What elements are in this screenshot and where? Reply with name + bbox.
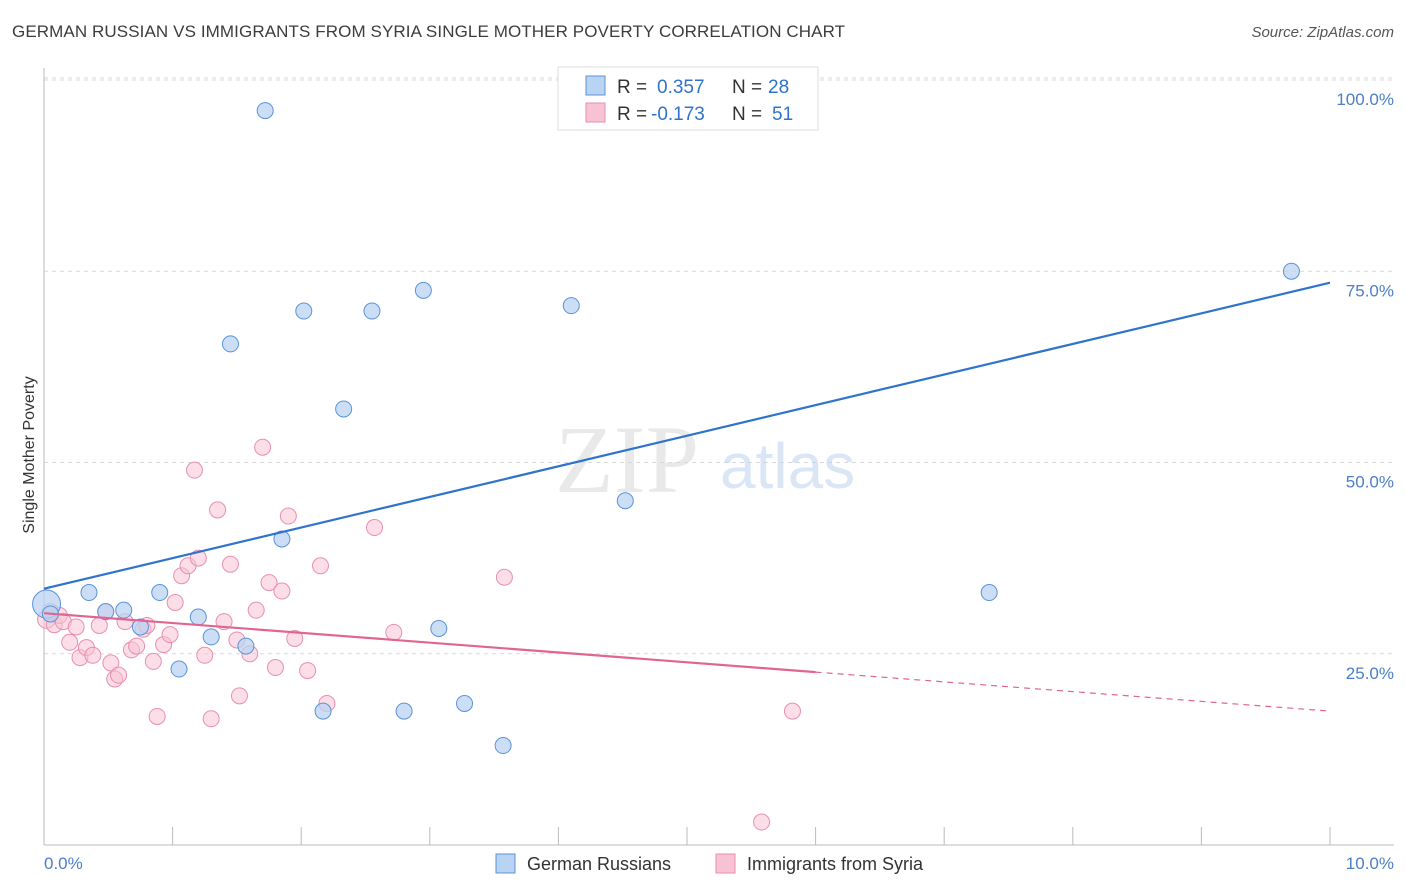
- german-russians-point: [189, 608, 207, 626]
- watermark-atlas: atlas: [720, 430, 855, 502]
- legend-r-value-1: 0.357: [657, 77, 705, 98]
- german-russians-point: [1282, 262, 1300, 280]
- immigrants-syria-point: [366, 519, 384, 537]
- immigrants-syria-point: [189, 549, 207, 567]
- immigrants-syria-point: [495, 568, 513, 586]
- immigrants-syria-point: [102, 654, 120, 672]
- immigrants-syria-point: [166, 593, 184, 611]
- immigrants-syria-point: [230, 687, 248, 705]
- german-russians-point: [363, 302, 381, 320]
- bottom-legend-swatch-pink: [715, 853, 736, 874]
- y-tick-label-25: 25.0%: [1346, 664, 1394, 683]
- immigrants-syria-point: [161, 626, 179, 644]
- german-russians-point: [221, 335, 239, 353]
- immigrants-syria-point: [753, 813, 771, 831]
- bottom-legend-label-pink: Immigrants from Syria: [747, 854, 924, 874]
- german-russians-point: [980, 584, 998, 602]
- series-german-russians: [32, 75, 1300, 755]
- immigrants-syria-point: [286, 629, 304, 647]
- german-russians-point: [256, 102, 274, 120]
- immigrants-syria-trend-extension: [815, 671, 1331, 712]
- immigrants-syria-trend-line: [43, 612, 816, 674]
- axes: [43, 68, 1394, 846]
- german-russians-point: [395, 702, 413, 720]
- german-russians-trend-line: [43, 281, 1331, 590]
- immigrants-syria-point: [260, 574, 278, 592]
- german-russians-point: [616, 492, 634, 510]
- immigrants-syria-point: [266, 659, 284, 677]
- immigrants-syria-point: [273, 582, 291, 600]
- gridlines: [44, 77, 1394, 655]
- legend-r-label-1: R =: [617, 77, 647, 98]
- legend-r-label-2: R =: [617, 104, 647, 125]
- immigrants-syria-point: [247, 601, 265, 619]
- german-russians-point: [295, 302, 313, 320]
- immigrants-syria-point: [196, 646, 214, 664]
- x-tick-max: 10.0%: [1346, 854, 1394, 873]
- german-russians-point: [97, 603, 115, 621]
- immigrants-syria-point: [144, 652, 162, 670]
- y-tick-labels: 25.0% 50.0% 75.0% 100.0%: [1336, 90, 1394, 683]
- german-russians-point: [170, 660, 188, 678]
- german-russians-point: [314, 702, 332, 720]
- watermark: ZIP atlas: [555, 406, 855, 513]
- chart-title: GERMAN RUSSIAN VS IMMIGRANTS FROM SYRIA …: [12, 22, 846, 41]
- immigrants-syria-point: [202, 710, 220, 728]
- german-russians-point: [202, 628, 220, 646]
- immigrants-syria-point: [110, 666, 128, 684]
- bottom-legend-label-blue: German Russians: [527, 854, 671, 874]
- series-legend: German Russians Immigrants from Syria: [495, 853, 924, 874]
- y-tick-label-100: 100.0%: [1336, 90, 1394, 109]
- immigrants-syria-point: [299, 662, 317, 680]
- immigrants-syria-point: [128, 637, 146, 655]
- german-russians-point: [414, 281, 432, 299]
- legend-n-label-1: N =: [732, 77, 762, 98]
- immigrants-syria-point: [254, 438, 272, 456]
- y-tick-label-50: 50.0%: [1346, 473, 1394, 492]
- legend-swatch-pink: [585, 102, 606, 123]
- legend-n-label-2: N =: [732, 104, 762, 125]
- x-tick-labels: 0.0% 10.0%: [44, 854, 1394, 873]
- immigrants-syria-point: [279, 507, 297, 525]
- source-credit: Source: ZipAtlas.com: [1251, 24, 1394, 41]
- german-russians-point: [80, 584, 98, 602]
- immigrants-syria-point: [783, 702, 801, 720]
- german-russians-point: [456, 694, 474, 712]
- series-immigrants-from-syria: [37, 438, 801, 831]
- immigrants-syria-point: [84, 646, 102, 664]
- german-russians-point: [562, 297, 580, 315]
- immigrants-syria-point: [209, 501, 227, 519]
- immigrants-syria-point: [385, 623, 403, 641]
- y-axis-label: Single Mother Poverty: [21, 376, 38, 533]
- immigrants-syria-point: [61, 633, 79, 651]
- german-russians-point: [115, 601, 133, 619]
- immigrants-syria-point: [311, 557, 329, 575]
- correlation-legend: R = 0.357 N = 28 R = -0.173 N = 51: [557, 66, 819, 131]
- bottom-legend-swatch-blue: [495, 853, 516, 874]
- trend-lines: [43, 281, 1331, 712]
- german-russians-point: [494, 737, 512, 755]
- legend-swatch-blue: [585, 75, 606, 96]
- immigrants-syria-point: [67, 618, 85, 636]
- x-tick-min: 0.0%: [44, 854, 83, 873]
- german-russians-point: [237, 637, 255, 655]
- legend-n-value-2: 51: [772, 104, 793, 125]
- german-russians-point: [151, 584, 169, 602]
- legend-n-value-1: 28: [768, 77, 789, 98]
- y-tick-label-75: 75.0%: [1346, 281, 1394, 300]
- immigrants-syria-point: [221, 555, 239, 573]
- german-russians-point: [131, 618, 149, 636]
- immigrants-syria-point: [148, 707, 166, 725]
- legend-r-value-2: -0.173: [651, 104, 705, 125]
- german-russians-point: [430, 620, 448, 638]
- immigrants-syria-point: [185, 461, 203, 479]
- german-russians-point: [335, 400, 353, 418]
